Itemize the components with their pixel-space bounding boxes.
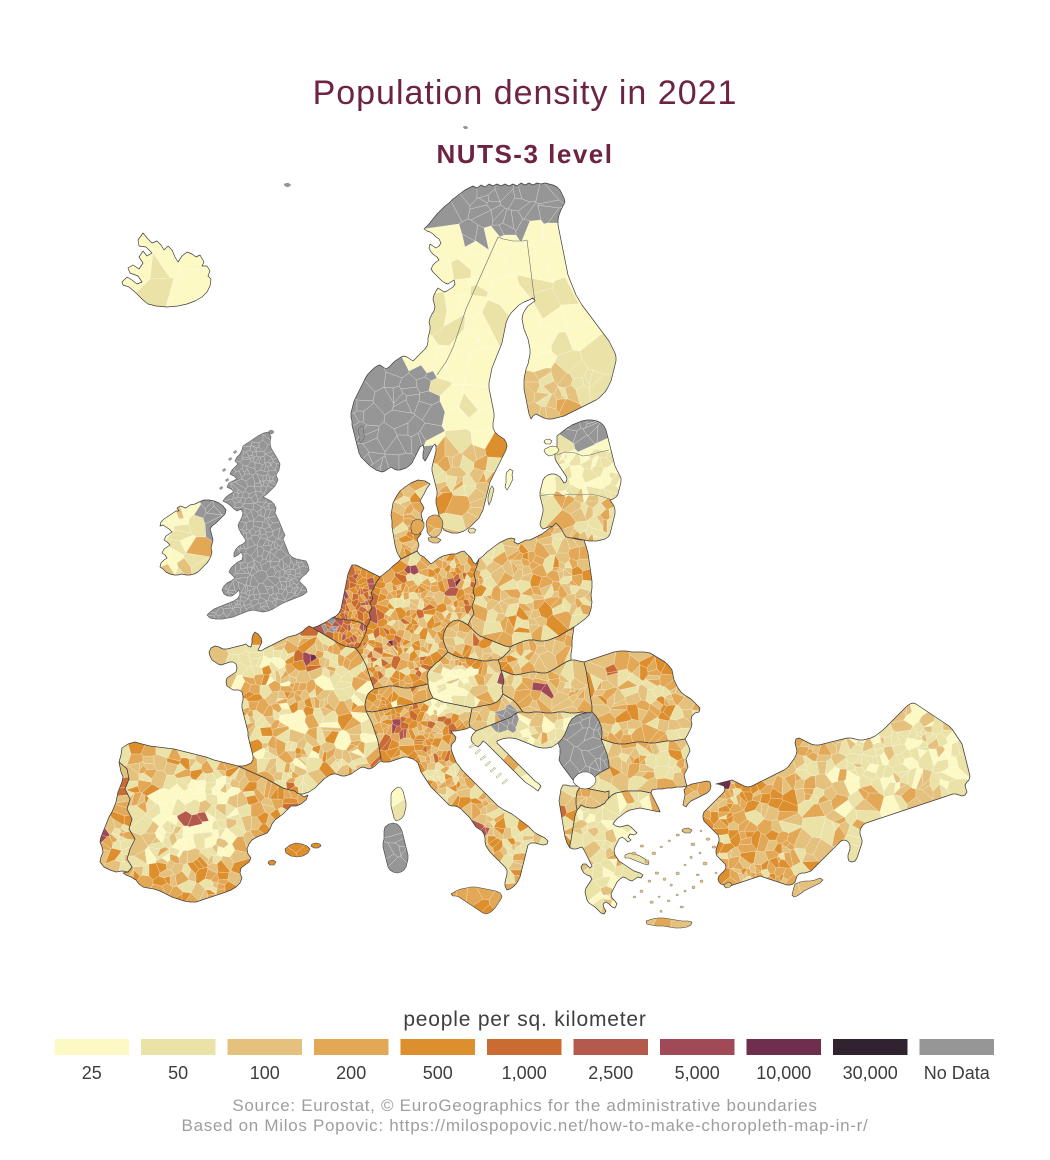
svg-text:NUTS-3 level: NUTS-3 level bbox=[437, 139, 614, 169]
svg-text:25: 25 bbox=[82, 1063, 102, 1083]
svg-text:Based on Milos Popovic: https:: Based on Milos Popovic: https://milospop… bbox=[182, 1116, 869, 1135]
svg-text:No Data: No Data bbox=[924, 1063, 991, 1083]
svg-text:500: 500 bbox=[423, 1063, 453, 1083]
svg-text:Source: Eurostat, © EuroGeogra: Source: Eurostat, © EuroGeographics for … bbox=[232, 1096, 817, 1115]
svg-text:1,000: 1,000 bbox=[502, 1063, 547, 1083]
svg-text:people per sq. kilometer: people per sq. kilometer bbox=[403, 1008, 646, 1031]
svg-text:30,000: 30,000 bbox=[843, 1063, 898, 1083]
svg-text:2,500: 2,500 bbox=[588, 1063, 633, 1083]
svg-text:50: 50 bbox=[168, 1063, 188, 1083]
svg-text:100: 100 bbox=[250, 1063, 280, 1083]
svg-text:Population density in 2021: Population density in 2021 bbox=[313, 74, 738, 112]
svg-text:10,000: 10,000 bbox=[756, 1063, 811, 1083]
svg-text:200: 200 bbox=[336, 1063, 366, 1083]
svg-text:5,000: 5,000 bbox=[675, 1063, 720, 1083]
